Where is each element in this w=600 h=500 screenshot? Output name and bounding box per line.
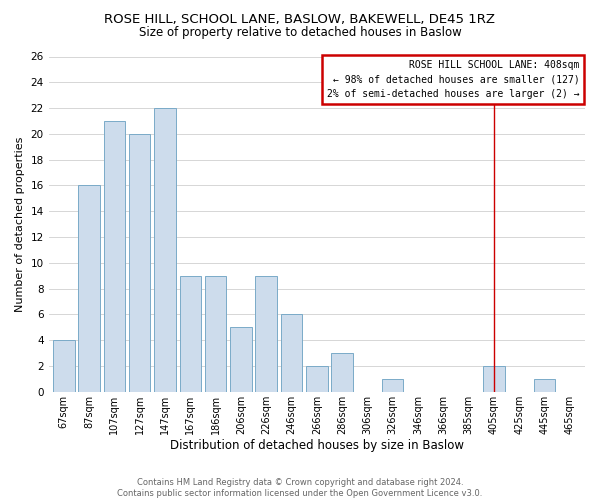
Bar [154,108,176,392]
Bar [483,366,505,392]
X-axis label: Distribution of detached houses by size in Baslow: Distribution of detached houses by size … [170,440,464,452]
Text: ROSE HILL SCHOOL LANE: 408sqm
← 98% of detached houses are smaller (127)
2% of s: ROSE HILL SCHOOL LANE: 408sqm ← 98% of d… [327,60,580,100]
Bar [256,276,277,392]
Text: Contains HM Land Registry data © Crown copyright and database right 2024.
Contai: Contains HM Land Registry data © Crown c… [118,478,482,498]
Bar [382,379,403,392]
Bar [53,340,74,392]
Bar [534,379,555,392]
Bar [129,134,151,392]
Bar [331,353,353,392]
Y-axis label: Number of detached properties: Number of detached properties [15,136,25,312]
Bar [179,276,201,392]
Bar [104,121,125,392]
Bar [230,328,251,392]
Text: Size of property relative to detached houses in Baslow: Size of property relative to detached ho… [139,26,461,39]
Bar [306,366,328,392]
Bar [79,186,100,392]
Bar [205,276,226,392]
Text: ROSE HILL, SCHOOL LANE, BASLOW, BAKEWELL, DE45 1RZ: ROSE HILL, SCHOOL LANE, BASLOW, BAKEWELL… [104,12,496,26]
Bar [281,314,302,392]
